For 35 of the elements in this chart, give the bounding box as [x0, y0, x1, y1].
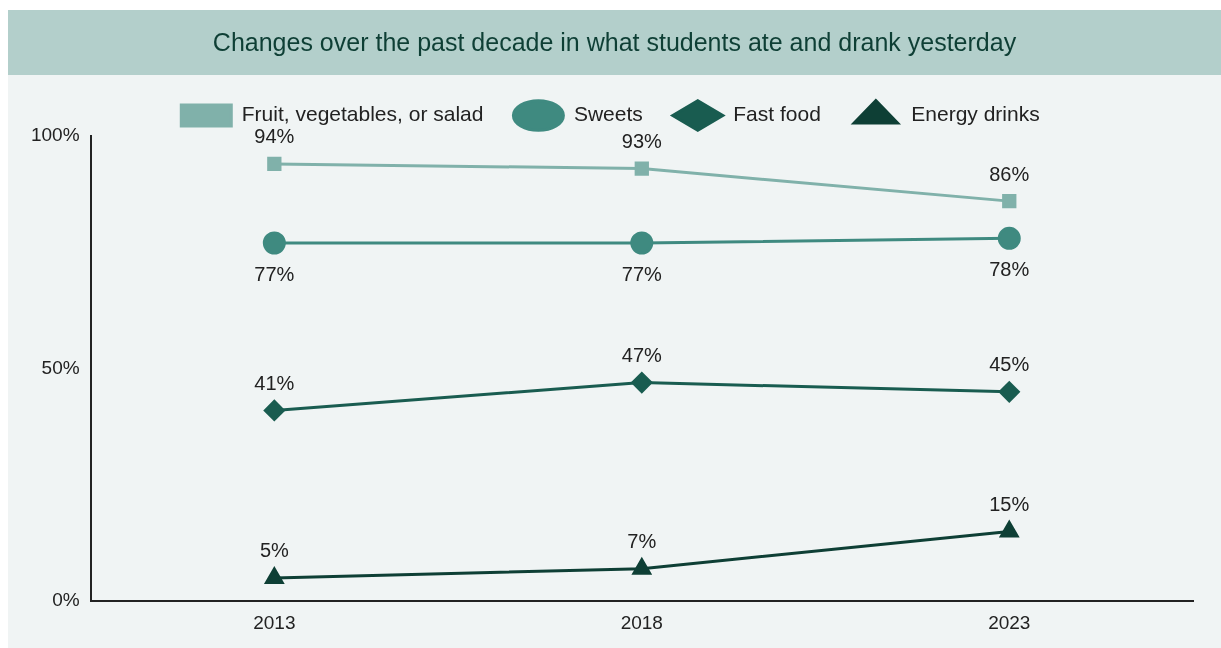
- point: [265, 567, 284, 584]
- data-label: 77%: [254, 262, 295, 285]
- data-label: 77%: [621, 262, 663, 285]
- point: [999, 520, 1019, 538]
- data-label: 47%: [621, 344, 663, 367]
- legend-label: Fruit, vegetables, or salad: [241, 102, 484, 126]
- data-label: 78%: [989, 257, 1030, 280]
- point: [262, 231, 286, 255]
- legend-label: Energy drinks: [911, 102, 1040, 126]
- legend-label: Sweets: [573, 102, 643, 126]
- point: [998, 381, 1020, 403]
- x-tick-label: 2023: [988, 611, 1031, 633]
- data-label: 94%: [254, 125, 295, 148]
- y-tick-label: 0%: [52, 589, 80, 611]
- data-label: 86%: [989, 162, 1030, 185]
- point: [1002, 193, 1017, 209]
- data-label: 15%: [989, 492, 1030, 515]
- point: [631, 372, 653, 394]
- point: [630, 231, 654, 255]
- chart-title: Changes over the past decade in what students ate and drank yesterday: [8, 10, 1221, 75]
- point: [267, 156, 282, 172]
- data-label: 45%: [989, 353, 1030, 376]
- point: [263, 399, 285, 421]
- data-label: 93%: [621, 130, 663, 153]
- point: [997, 226, 1021, 250]
- data-label: 41%: [254, 371, 295, 394]
- x-tick-label: 2018: [620, 611, 663, 633]
- y-tick-label: 100%: [30, 124, 80, 146]
- legend-label: Fast food: [733, 102, 821, 126]
- point: [632, 558, 652, 575]
- y-tick-label: 50%: [41, 356, 80, 378]
- data-label: 7%: [627, 530, 657, 553]
- data-label: 5%: [259, 539, 289, 562]
- x-tick-label: 2013: [253, 611, 296, 633]
- point: [634, 161, 649, 176]
